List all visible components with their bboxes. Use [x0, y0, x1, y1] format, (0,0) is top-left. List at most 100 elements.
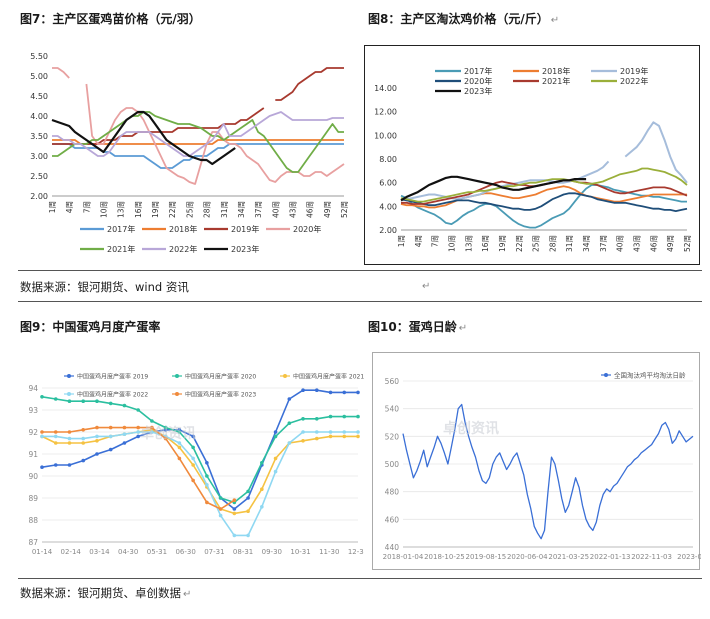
data-point — [40, 434, 44, 439]
data-point — [95, 452, 99, 456]
fig9-title-text: 图9：中国蛋鸡月度产蛋率 — [20, 320, 161, 334]
data-point — [95, 434, 99, 439]
x-tick-label: 37周 — [254, 201, 263, 218]
data-point — [342, 390, 347, 395]
fig10-svg: 440 460 480 500 520 540 560 2018-01-04 2018-10-2… — [383, 371, 701, 562]
legend-label: 中国蛋鸡月度产蛋率 2023 — [185, 391, 256, 399]
source-top: 数据来源：银河期货、wind 资讯 — [20, 279, 189, 295]
data-point — [342, 414, 347, 419]
x-tick-label: 43周 — [633, 235, 642, 252]
data-point — [328, 434, 333, 439]
series-line-3 — [42, 431, 358, 537]
source-top-text: 数据来源：银河期货、wind 资讯 — [20, 280, 189, 294]
x-tick-label: 13周 — [464, 235, 473, 252]
data-point — [67, 441, 72, 445]
x-tick-label: 16周 — [134, 201, 143, 218]
x-tick-label: 2019-08-15 — [466, 553, 507, 561]
x-tick-label: 31周 — [220, 201, 229, 218]
y-tick-label: 540 — [385, 405, 400, 414]
y-tick-label: 2.00 — [30, 192, 48, 201]
legend-label: 2019年 — [620, 66, 648, 76]
x-tick-label: 19周 — [151, 201, 160, 218]
data-point — [122, 432, 127, 436]
source-bottom: 数据来源：银河期货、卓创数据 ↵ — [20, 585, 191, 601]
y-tick-label: 4.00 — [30, 112, 48, 121]
source-bottom-text: 数据来源：银河期货、卓创数据 — [20, 586, 181, 600]
x-tick-label: 16周 — [481, 235, 490, 252]
y-tick-label: 12.00 — [374, 108, 397, 117]
data-point — [246, 533, 250, 538]
x-tick-label: 12-31 — [348, 548, 364, 556]
legend-label: 2022年 — [169, 244, 197, 254]
x-tick-label: 46周 — [649, 235, 658, 252]
legend-label: 全国淘汰鸡平均淘汰日龄 — [614, 371, 686, 380]
legend-marker — [283, 374, 287, 378]
fig10-title: 图10：蛋鸡日龄 ↵ — [368, 318, 467, 335]
data-point — [314, 388, 319, 392]
data-point — [218, 496, 223, 500]
legend-marker — [604, 373, 608, 377]
series-line-1 — [400, 185, 687, 209]
data-point — [273, 430, 278, 434]
data-point — [191, 463, 195, 467]
data-point — [328, 414, 333, 419]
x-tick-label: 2020-06-04 — [507, 553, 548, 561]
paragraph-mark-icon: ↵ — [550, 15, 560, 26]
data-point — [122, 425, 127, 430]
fig7-chart: 2.00 2.50 3.00 3.50 4.00 4.50 5.00 5.50 1周 4周 7周 10… — [18, 42, 354, 264]
data-point — [273, 456, 278, 461]
x-tick-label: 06-30 — [175, 548, 195, 556]
data-point — [273, 469, 278, 474]
x-tick-label: 01-14 — [32, 548, 53, 556]
series-line-5 — [400, 167, 688, 203]
x-tick-label: 09-30 — [262, 548, 282, 556]
data-point — [287, 421, 292, 425]
data-point — [122, 441, 127, 445]
data-point — [356, 390, 360, 395]
data-point — [163, 436, 168, 441]
x-tick-label: 49周 — [323, 201, 332, 218]
x-tick-label: 19周 — [498, 235, 507, 252]
data-point — [246, 489, 250, 494]
x-tick-label: 03-14 — [89, 548, 110, 556]
data-point — [218, 513, 223, 518]
data-point — [328, 390, 333, 395]
series-line-3 — [52, 67, 345, 185]
data-point — [53, 441, 58, 445]
y-tick-label: 2.00 — [379, 226, 397, 235]
y-tick-label: 4.50 — [30, 92, 48, 101]
legend-label: 2021年 — [542, 76, 570, 86]
x-tick-label: 34周 — [237, 201, 246, 218]
data-point — [191, 434, 195, 439]
fig10-title-text: 图10：蛋鸡日龄 — [368, 320, 457, 334]
x-tick-label: 28周 — [548, 235, 557, 252]
data-point — [328, 430, 333, 434]
data-point — [260, 487, 264, 491]
y-tick-label: 91 — [28, 450, 38, 459]
data-point — [136, 430, 140, 434]
data-point — [150, 419, 154, 423]
x-tick-label: 2021-03-25 — [548, 553, 589, 561]
y-tick-label: 560 — [385, 377, 400, 386]
paragraph-mark-icon: ↵ — [458, 323, 468, 334]
data-point — [136, 434, 140, 439]
series-line-5 — [52, 111, 344, 157]
middle-divider — [18, 301, 702, 302]
data-point — [136, 425, 140, 430]
fig7-title-text: 图7：主产区蛋鸡苗价格（元/羽） — [20, 12, 201, 26]
data-point — [122, 403, 127, 408]
x-tick-label: 7周 — [82, 201, 91, 213]
data-point — [177, 441, 182, 445]
data-point — [53, 463, 58, 467]
x-tick-label: 40周 — [271, 201, 280, 218]
data-point — [177, 445, 182, 450]
x-tick-label: 2023-08- — [677, 553, 701, 561]
data-point — [108, 401, 113, 406]
x-tick-label: 28周 — [203, 201, 212, 218]
legend-marker — [67, 392, 71, 396]
data-point — [81, 399, 86, 403]
y-tick-label: 460 — [385, 515, 400, 524]
y-tick-label: 5.00 — [30, 72, 48, 81]
series-line-0 — [400, 184, 687, 229]
